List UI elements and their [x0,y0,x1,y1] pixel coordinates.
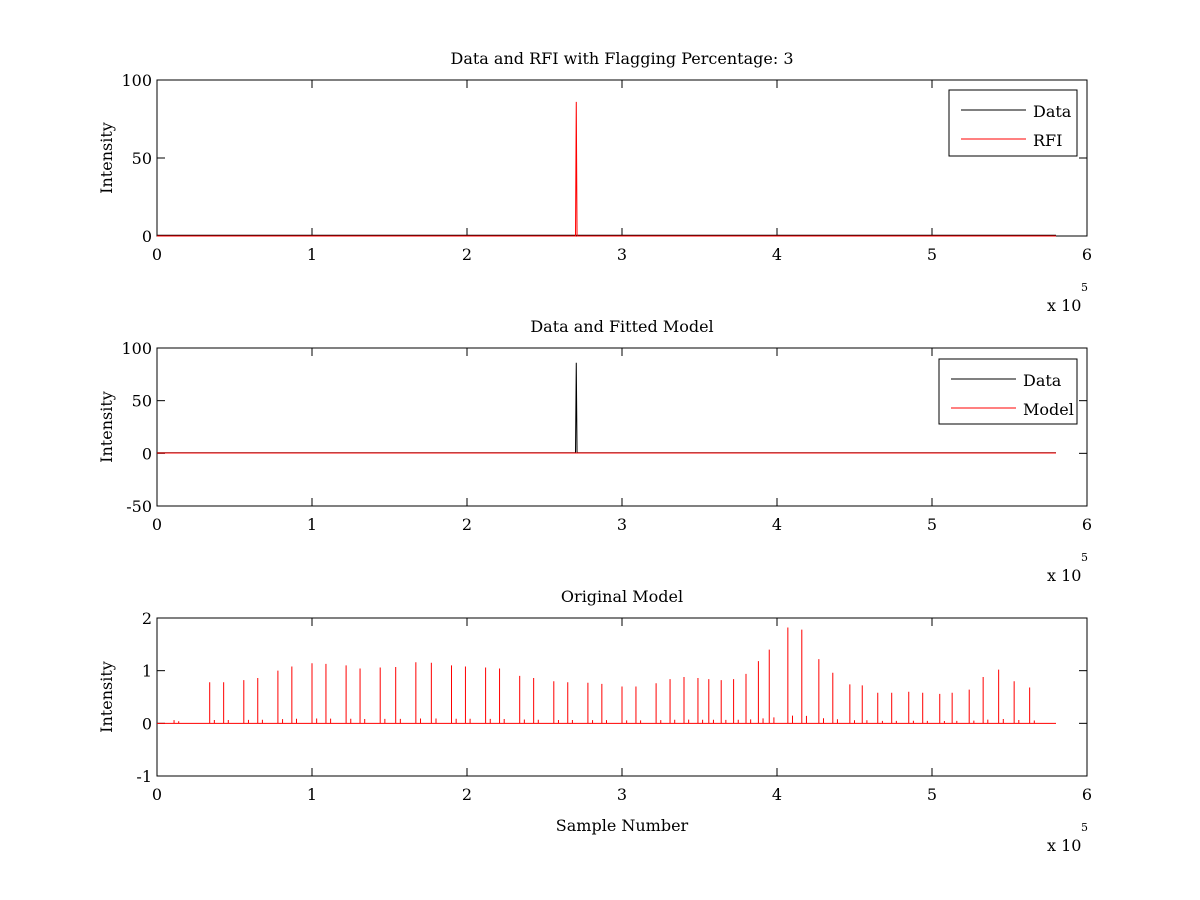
x-exponent-label: x 10 [1047,836,1081,855]
x-tick-label: 3 [617,785,627,804]
y-axis-label: Intensity [97,661,116,733]
x-tick-label: 1 [307,515,317,534]
legend: Data Model [938,358,1078,425]
x-tick-label: 6 [1082,245,1092,264]
x-tick-label: 2 [462,785,472,804]
series-line-data [157,362,1056,454]
x-tick-label: 3 [617,245,627,264]
y-axis-label: Intensity [97,122,116,194]
x-exponent-label: x 10 [1047,296,1081,315]
chart-title: Data and Fitted Model [530,317,713,336]
x-tick-label: 0 [152,245,162,264]
y-tick-label: 50 [132,392,152,411]
x-tick-label: 0 [152,785,162,804]
y-tick-label: 0 [142,444,152,463]
y-tick-label: 100 [121,71,152,90]
series-line-rfi [157,101,1056,237]
y-tick-label: -50 [126,497,152,516]
y-tick-label: 100 [121,339,152,358]
y-tick-label: -1 [136,767,152,786]
x-tick-label: 3 [617,515,627,534]
x-exponent-power: 5 [1081,281,1088,294]
y-tick-label: 0 [142,227,152,246]
legend-entry: Model [1023,400,1074,419]
panel-rfi: Data and RFI with Flagging Percentage: 3… [97,49,1092,315]
legend-box [948,89,1078,157]
y-axis-label: Intensity [97,391,116,463]
legend-entry: Data [1033,102,1072,121]
y-tick-label: 0 [142,714,152,733]
x-tick-label: 2 [462,245,472,264]
y-tick-label: 50 [132,149,152,168]
x-tick-label: 4 [772,785,782,804]
legend: Data RFI [948,89,1078,157]
y-tick-label: 1 [142,662,152,681]
x-tick-label: 0 [152,515,162,534]
y-tick-label: 2 [142,609,152,628]
legend-entry: Data [1023,371,1062,390]
x-tick-label: 6 [1082,515,1092,534]
x-exponent-label: x 10 [1047,566,1081,585]
x-tick-label: 4 [772,515,782,534]
x-tick-label: 1 [307,785,317,804]
series-line-model [157,627,1056,724]
axes-box [156,79,1088,237]
chart-title: Original Model [561,587,683,606]
x-tick-label: 5 [927,785,937,804]
x-tick-label: 1 [307,245,317,264]
x-exponent-power: 5 [1081,821,1088,834]
x-axis-label: Sample Number [556,816,689,835]
chart-title: Data and RFI with Flagging Percentage: 3 [450,49,793,68]
x-tick-label: 5 [927,245,937,264]
x-tick-label: 2 [462,515,472,534]
x-exponent-power: 5 [1081,551,1088,564]
x-tick-label: 6 [1082,785,1092,804]
x-tick-label: 5 [927,515,937,534]
legend-entry: RFI [1033,131,1062,150]
x-tick-label: 4 [772,245,782,264]
legend-box [938,358,1078,425]
